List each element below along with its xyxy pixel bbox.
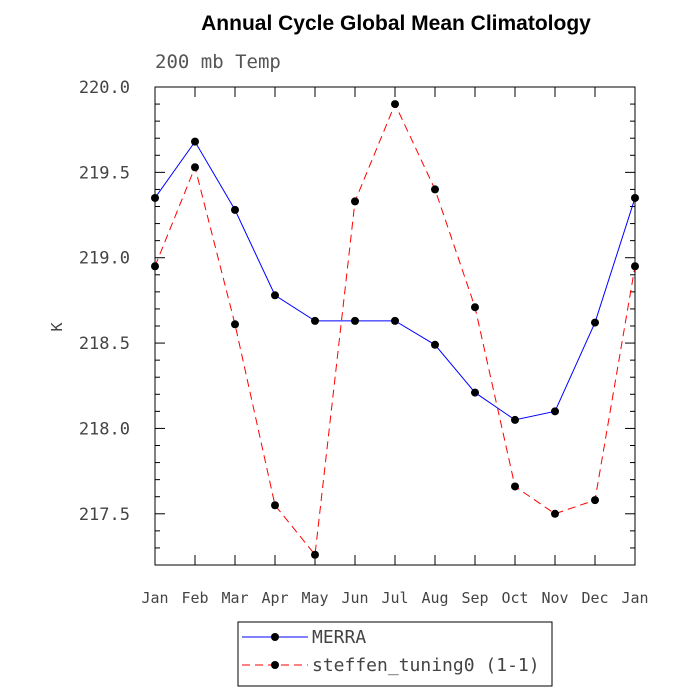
- series-1-point: [191, 163, 199, 172]
- series-1-point: [631, 262, 639, 271]
- legend-box: [237, 621, 553, 687]
- x-tick-label: Feb: [181, 589, 208, 607]
- series-1-point: [551, 509, 559, 518]
- series-0-point: [591, 318, 599, 327]
- x-tick-label: Jul: [381, 589, 408, 607]
- series-line-1: [154, 102, 636, 557]
- series-0-point: [311, 316, 319, 325]
- x-tick-label: Mar: [221, 589, 248, 607]
- x-tick-label: Apr: [261, 589, 288, 607]
- y-tick-label: 220.0: [79, 78, 130, 98]
- series-line-0: [154, 140, 636, 421]
- x-tick-label: Aug: [421, 589, 448, 607]
- y-tick-label: 219.5: [79, 163, 130, 183]
- y-tick-label: 218.0: [79, 419, 130, 439]
- chart-title: Annual Cycle Global Mean Climatology: [201, 12, 591, 35]
- series-1-point: [431, 185, 439, 194]
- chart-subtitle: 200 mb Temp: [155, 51, 281, 73]
- legend-label-merra: MERRA: [312, 627, 366, 648]
- series-0-point: [231, 205, 239, 214]
- series-0-point: [151, 193, 159, 202]
- y-tick-label: 219.0: [79, 249, 130, 269]
- legend-label-steffen: steffen_tuning0 (1-1): [312, 655, 540, 676]
- y-axis-label: K: [48, 322, 66, 331]
- x-tick-label: Dec: [581, 589, 608, 607]
- x-tick-label: Oct: [501, 589, 528, 607]
- axis-ticks: [154, 86, 636, 566]
- series-1-point: [391, 100, 399, 109]
- series-1-point: [351, 197, 359, 206]
- series-1-point: [231, 320, 239, 329]
- series-1-point: [591, 496, 599, 505]
- y-tick-label: 217.5: [79, 505, 130, 525]
- series-0-point: [191, 137, 199, 146]
- y-tick-label: 218.5: [79, 334, 130, 354]
- series-1-point: [151, 262, 159, 271]
- legend-marker-steffen: [271, 661, 279, 669]
- series-1-point: [471, 303, 479, 312]
- series-0-point: [351, 316, 359, 325]
- x-tick-label: Nov: [541, 589, 568, 607]
- x-tick-label: Jun: [341, 589, 368, 607]
- plot-frame: [154, 86, 636, 566]
- legend: MERRA steffen_tuning0 (1-1): [237, 621, 553, 687]
- series-1-point: [271, 501, 279, 510]
- series-0-point: [391, 316, 399, 325]
- series-0-point: [431, 340, 439, 349]
- series-0-point: [471, 388, 479, 397]
- x-tick-label: Jan: [141, 589, 168, 607]
- series-0-point: [271, 291, 279, 300]
- legend-marker-merra: [271, 633, 279, 641]
- series-0-point: [551, 407, 559, 416]
- series-layer: [151, 100, 639, 559]
- series-1-point: [311, 550, 319, 559]
- series-0-point: [511, 415, 519, 424]
- x-tick-label: Sep: [461, 589, 488, 607]
- x-tick-label: May: [301, 589, 328, 607]
- x-tick-label: Jan: [621, 589, 648, 607]
- series-0-point: [631, 193, 639, 202]
- series-1-point: [511, 482, 519, 491]
- x-tick-labels: Jan Feb Mar Apr May Jun Jul Aug Sep Oct Nov Dec Jan: [141, 589, 648, 607]
- y-tick-labels: 217.5 218.0 218.5 219.0 219.5 220.0: [79, 78, 130, 525]
